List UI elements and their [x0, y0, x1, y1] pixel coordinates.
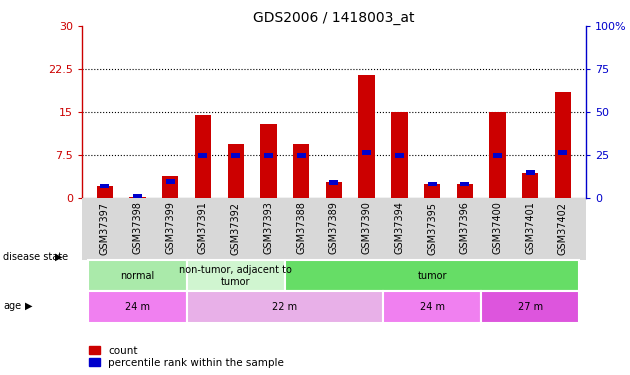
Bar — [391, 112, 408, 198]
Text: normal: normal — [120, 271, 154, 281]
Bar — [493, 153, 502, 158]
Bar — [526, 170, 535, 175]
Bar — [395, 153, 404, 158]
FancyBboxPatch shape — [186, 291, 383, 322]
Bar — [166, 179, 175, 183]
Text: GSM37390: GSM37390 — [362, 202, 372, 255]
Text: 27 m: 27 m — [518, 302, 543, 312]
Text: GSM37389: GSM37389 — [329, 202, 339, 255]
Text: GSM37392: GSM37392 — [231, 202, 241, 255]
Text: GSM37397: GSM37397 — [100, 202, 110, 255]
Text: 24 m: 24 m — [125, 302, 150, 312]
Text: GSM37402: GSM37402 — [558, 202, 568, 255]
Text: GSM37393: GSM37393 — [263, 202, 273, 255]
FancyBboxPatch shape — [285, 261, 580, 291]
Bar — [162, 176, 178, 198]
Bar — [133, 194, 142, 198]
Text: GSM37395: GSM37395 — [427, 202, 437, 255]
Text: 22 m: 22 m — [272, 302, 297, 312]
Bar — [457, 184, 473, 198]
Bar — [129, 197, 146, 198]
FancyBboxPatch shape — [481, 291, 580, 322]
FancyBboxPatch shape — [88, 261, 186, 291]
Bar — [329, 180, 338, 185]
FancyBboxPatch shape — [186, 261, 285, 291]
Text: tumor: tumor — [417, 271, 447, 281]
Bar — [522, 172, 539, 198]
Bar — [100, 183, 110, 188]
Bar — [96, 186, 113, 198]
Bar — [293, 144, 309, 198]
Text: age: age — [3, 301, 21, 310]
Bar — [264, 153, 273, 158]
Bar — [490, 112, 506, 198]
Text: GSM37399: GSM37399 — [165, 202, 175, 255]
Bar — [260, 124, 277, 198]
Bar — [297, 153, 306, 158]
Text: GSM37400: GSM37400 — [493, 202, 503, 255]
Bar — [424, 184, 440, 198]
Text: GSM37388: GSM37388 — [296, 202, 306, 255]
Bar — [428, 182, 437, 186]
Text: non-tumor, adjacent to
tumor: non-tumor, adjacent to tumor — [180, 265, 292, 287]
FancyBboxPatch shape — [88, 291, 186, 322]
Bar — [558, 150, 568, 155]
Bar — [555, 92, 571, 198]
Text: GSM37394: GSM37394 — [394, 202, 404, 255]
Bar — [461, 182, 469, 186]
FancyBboxPatch shape — [383, 291, 481, 322]
Bar — [358, 75, 375, 198]
Text: ▶: ▶ — [55, 252, 62, 262]
Text: GSM37401: GSM37401 — [525, 202, 536, 255]
Text: ▶: ▶ — [25, 301, 33, 310]
Bar — [362, 150, 371, 155]
Title: GDS2006 / 1418003_at: GDS2006 / 1418003_at — [253, 11, 415, 25]
Bar — [227, 144, 244, 198]
Bar — [326, 182, 342, 198]
Bar — [195, 115, 211, 198]
Bar — [198, 153, 207, 158]
Bar — [231, 153, 240, 158]
Legend: count, percentile rank within the sample: count, percentile rank within the sample — [87, 344, 286, 370]
Text: GSM37391: GSM37391 — [198, 202, 208, 255]
Text: GSM37396: GSM37396 — [460, 202, 470, 255]
Text: GSM37398: GSM37398 — [132, 202, 142, 255]
Text: disease state: disease state — [3, 252, 68, 262]
Text: 24 m: 24 m — [420, 302, 445, 312]
